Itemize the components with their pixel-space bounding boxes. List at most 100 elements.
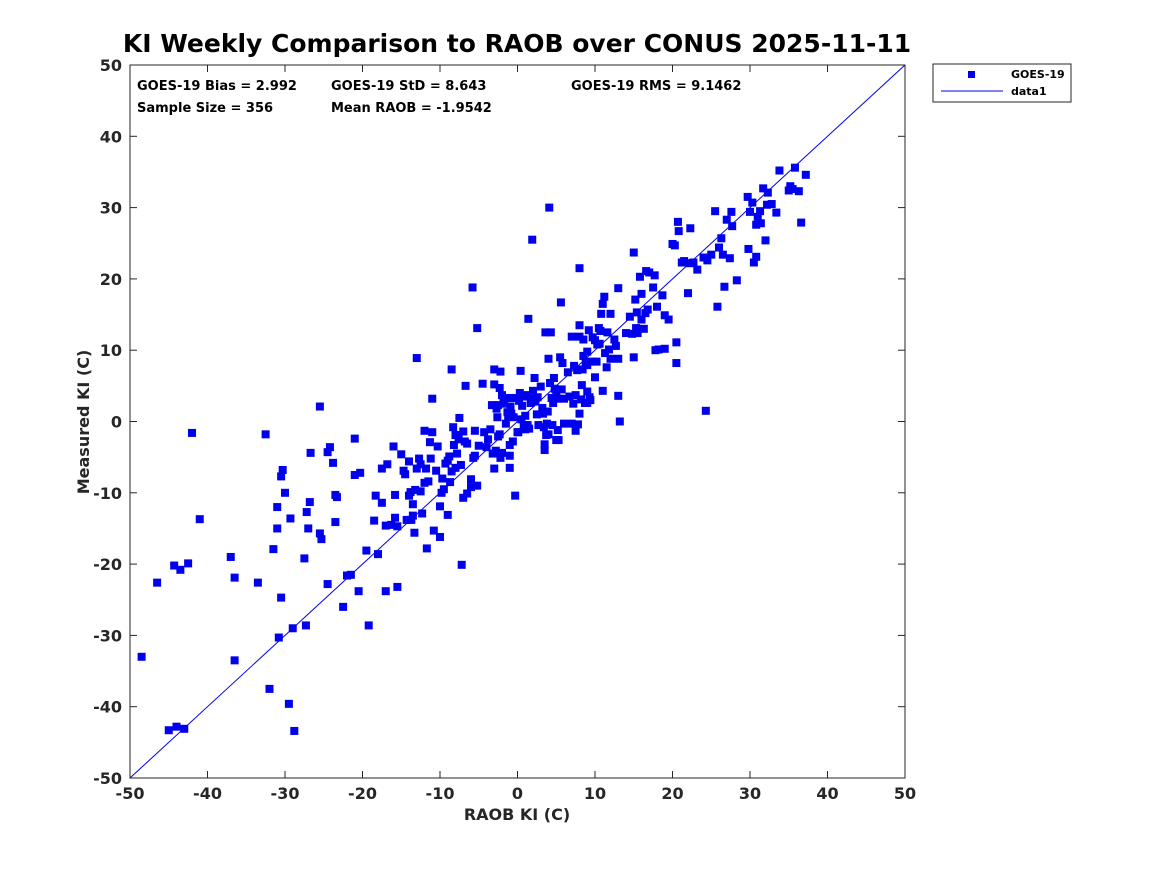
scatter-point bbox=[672, 338, 681, 347]
scatter-point bbox=[391, 513, 400, 522]
scatter-point bbox=[532, 410, 541, 419]
scatter-point bbox=[412, 354, 421, 363]
scatter-point bbox=[717, 234, 726, 243]
scatter-point bbox=[628, 329, 637, 338]
scatter-point bbox=[567, 332, 576, 341]
scatter-point bbox=[763, 188, 772, 197]
scatter-point bbox=[420, 426, 429, 435]
scatter-point bbox=[470, 426, 479, 435]
scatter-point bbox=[596, 326, 605, 335]
scatter-point bbox=[407, 515, 416, 524]
scatter-point bbox=[461, 381, 470, 390]
scatter-point bbox=[633, 329, 642, 338]
scatter-point bbox=[556, 298, 565, 307]
scatter-point bbox=[428, 428, 437, 437]
scatter-point bbox=[422, 464, 431, 473]
scatter-point bbox=[401, 470, 410, 479]
scatter-point bbox=[377, 498, 386, 507]
x-tick-label: 10 bbox=[584, 784, 606, 803]
scatter-point bbox=[332, 493, 341, 502]
scatter-point bbox=[577, 381, 586, 390]
scatter-point bbox=[660, 311, 669, 320]
scatter-point bbox=[350, 434, 359, 443]
scatter-point bbox=[498, 448, 506, 457]
scatter-point bbox=[548, 421, 557, 430]
scatter-point bbox=[801, 170, 810, 179]
scatter-point bbox=[560, 394, 568, 403]
scatter-point bbox=[518, 401, 527, 410]
scatter-point bbox=[230, 573, 239, 582]
x-tick-label: 50 bbox=[894, 784, 916, 803]
scatter-point bbox=[569, 399, 578, 408]
scatter-point bbox=[273, 503, 282, 512]
scatter-point bbox=[743, 192, 752, 201]
scatter-point bbox=[541, 328, 550, 337]
scatter-point bbox=[383, 460, 392, 469]
scatter-point bbox=[602, 363, 611, 372]
scatter-point bbox=[549, 398, 558, 407]
scatter-point bbox=[273, 524, 282, 533]
scatter-point bbox=[703, 256, 712, 265]
scatter-point bbox=[422, 544, 431, 553]
scatter-point bbox=[487, 401, 496, 410]
scatter-point bbox=[473, 481, 482, 490]
scatter-point bbox=[463, 439, 472, 448]
stat-mean-raob: Mean RAOB = -1.9542 bbox=[331, 101, 492, 116]
scatter-point bbox=[473, 324, 482, 333]
scatter-point bbox=[230, 656, 239, 665]
scatter-point bbox=[496, 453, 505, 462]
scatter-point bbox=[614, 354, 623, 363]
scatter-point bbox=[680, 257, 689, 266]
x-tick-label: -50 bbox=[116, 784, 145, 803]
scatter-point bbox=[578, 365, 587, 374]
scatter-point bbox=[486, 425, 495, 434]
scatter-point bbox=[571, 391, 580, 400]
scatter-point bbox=[478, 379, 487, 388]
y-tick-label: -50 bbox=[93, 769, 122, 788]
stat-bias: GOES-19 Bias = 2.992 bbox=[137, 79, 297, 94]
scatter-point bbox=[391, 490, 400, 499]
scatter-point bbox=[549, 374, 558, 383]
scatter-point bbox=[278, 465, 287, 474]
scatter-point bbox=[306, 448, 315, 457]
scatter-point bbox=[546, 378, 555, 387]
scatter-point bbox=[389, 442, 398, 451]
scatter-point bbox=[443, 456, 452, 465]
scatter-point bbox=[405, 457, 413, 466]
scatter-point bbox=[732, 276, 741, 285]
scatter-point bbox=[364, 621, 373, 630]
scatter-point bbox=[501, 393, 510, 402]
scatter-point bbox=[495, 383, 504, 392]
scatter-point bbox=[560, 419, 568, 428]
scatter-point bbox=[756, 219, 765, 228]
scatter-point bbox=[418, 509, 427, 518]
scatter-point bbox=[604, 345, 613, 354]
scatter-point bbox=[184, 559, 193, 568]
scatter-point bbox=[645, 268, 654, 277]
scatter-point bbox=[614, 284, 623, 293]
plot-frame bbox=[129, 64, 906, 779]
scatter-point bbox=[553, 426, 562, 435]
scatter-point bbox=[371, 491, 380, 500]
scatter-point bbox=[445, 452, 454, 461]
scatter-point bbox=[356, 468, 365, 477]
scatter-point bbox=[315, 402, 324, 411]
scatter-point bbox=[426, 454, 435, 463]
scatter-point bbox=[611, 341, 620, 350]
scatter-point bbox=[693, 265, 702, 274]
scatter-point bbox=[526, 398, 535, 407]
scatter-point bbox=[583, 387, 592, 396]
scatter-point bbox=[253, 578, 262, 587]
y-axis-label: Measured KI (C) bbox=[74, 350, 93, 495]
scatter-point bbox=[540, 440, 549, 449]
y-tick-label: 0 bbox=[111, 413, 122, 432]
scatter-point bbox=[459, 493, 468, 502]
scatter-point bbox=[501, 419, 510, 428]
scatter-point bbox=[583, 347, 592, 356]
scatter-point bbox=[436, 533, 444, 542]
legend-label-data1: data1 bbox=[1011, 85, 1047, 98]
scatter-point bbox=[331, 518, 340, 527]
scatter-point bbox=[377, 464, 386, 473]
scatter-point bbox=[393, 582, 402, 591]
scatter-point bbox=[339, 602, 348, 611]
